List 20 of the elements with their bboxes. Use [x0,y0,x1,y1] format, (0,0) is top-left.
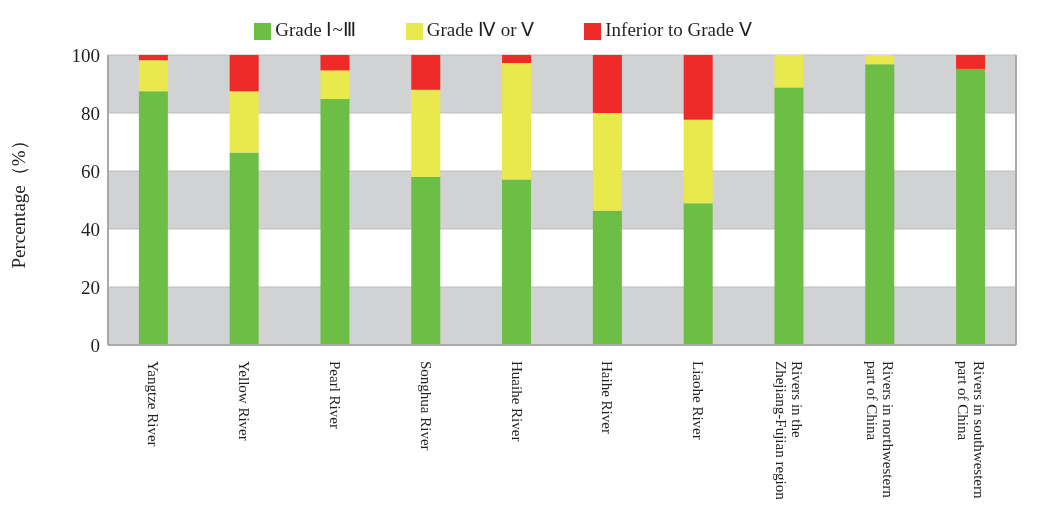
x-tick-label: Haihe River [599,361,616,434]
legend-label: Grade Ⅳ or Ⅴ [426,19,535,40]
x-tick-label: Liaohe River [690,361,707,440]
y-tick-label: 100 [71,44,100,66]
x-tick-label: Yellow River [236,361,253,441]
y-tick-label: 40 [81,218,100,240]
y-tick-label: 0 [90,334,100,356]
x-tick-label: Yangtze River [145,361,162,447]
legend-label: Inferior to Grade Ⅴ [605,19,752,40]
x-tick-label: Pearl River [327,361,343,429]
x-tick-label: Rivers in northwestern part of China [863,361,896,499]
x-tick-label: Huaihe River [508,361,525,442]
x-tick-label: Songhua River [417,361,434,451]
y-tick-label: 20 [81,276,100,298]
x-tick-label: Rivers in southwestern part of China [954,361,987,499]
y-axis-title: Percentage（%） [7,131,29,269]
y-tick-label: 60 [81,160,100,182]
legend-label: Grade Ⅰ~Ⅲ [275,19,356,40]
y-tick-label: 80 [81,102,100,124]
x-tick-label: Rivers in the Zhejiang-Fujian region [773,361,805,501]
